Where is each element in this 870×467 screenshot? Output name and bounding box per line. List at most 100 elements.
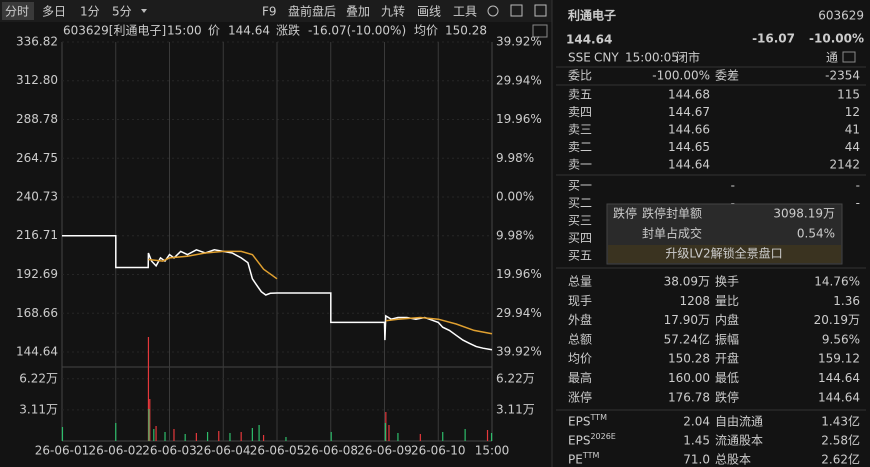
volume-bar xyxy=(397,433,399,441)
y-tick-label: 312.80 xyxy=(16,73,58,87)
popup-tag: 跌停 xyxy=(613,206,637,221)
popup-value: 3098.19万 xyxy=(773,207,835,221)
ask-cell: 44 xyxy=(845,140,860,154)
stat-value: 144.64 xyxy=(818,371,860,385)
stat-label: 最高 xyxy=(568,370,592,385)
header-change: -16.07(-10.00%) xyxy=(308,24,406,38)
y-tick-label: 240.73 xyxy=(16,190,58,204)
stat-label: 换手 xyxy=(715,275,739,289)
stat-value: 1.36 xyxy=(833,294,860,308)
quote-meta: 15:00:05 xyxy=(625,51,679,65)
stat-label: 涨停 xyxy=(568,389,592,404)
x-tick-label: 26-06-02 xyxy=(89,444,143,458)
expand-icon[interactable] xyxy=(534,4,547,17)
volume-bar xyxy=(384,423,386,441)
stock-name: 利通电子 xyxy=(568,8,616,23)
volume-bar xyxy=(240,432,242,441)
stat-value: 9.56% xyxy=(822,332,860,346)
y2-tick-label: 0.00% xyxy=(496,190,534,204)
stat-value: 144.64 xyxy=(818,390,860,404)
volume-bar xyxy=(149,399,151,441)
ask-cell: 144.66 xyxy=(668,123,710,137)
bid-cell: 买三 xyxy=(568,214,592,228)
upgrade-band[interactable] xyxy=(608,245,841,263)
tool-button[interactable]: 工具 xyxy=(453,5,477,19)
volume-tick-label-right: 3.11万 xyxy=(496,402,535,416)
stat-label: 开盘 xyxy=(715,351,739,366)
y2-tick-label: 39.92% xyxy=(496,345,542,359)
close-icon[interactable] xyxy=(510,4,523,17)
volume-bar xyxy=(195,433,197,441)
ask-cell: 卖四 xyxy=(568,105,592,119)
x-tick-label: 26-06-03 xyxy=(142,444,196,458)
tool-button[interactable]: 画线 xyxy=(417,5,441,19)
volume-bar xyxy=(206,432,209,441)
grid-icon[interactable] xyxy=(842,51,856,63)
tool-button[interactable]: F9 xyxy=(262,5,277,19)
x-tick-label: 26-06-10 xyxy=(411,444,465,458)
tool-button[interactable]: 盘前盘后 xyxy=(288,4,336,19)
tool-button[interactable]: 叠加 xyxy=(346,5,370,19)
order-summary: -100.00% xyxy=(652,69,710,83)
volume-bar xyxy=(155,426,157,441)
volume-bar xyxy=(229,433,231,441)
bid-cell: 买四 xyxy=(568,231,592,245)
volume-bar xyxy=(464,429,466,441)
stock-code: 603629 xyxy=(818,9,864,23)
fund-label-sup: TTM xyxy=(589,413,607,422)
last-price: 144.64 xyxy=(566,33,612,47)
y-tick-label: 216.71 xyxy=(16,228,58,242)
ask-cell: 卖五 xyxy=(568,88,592,102)
header-price: 144.64 xyxy=(228,24,270,38)
volume-bar xyxy=(115,423,117,441)
y2-tick-label: 19.96% xyxy=(496,267,542,281)
order-summary: -2354 xyxy=(825,69,860,83)
stat-value: 159.12 xyxy=(818,352,860,366)
ask-cell: 12 xyxy=(845,105,860,119)
header-avg: 150.28 xyxy=(445,24,487,38)
tab[interactable]: 5分 xyxy=(112,5,132,19)
fund-label: 自由流通 xyxy=(715,415,763,429)
quote-meta: SSE xyxy=(568,51,591,65)
volume-bar xyxy=(148,409,150,441)
header-code: 603629[利通电子] xyxy=(63,24,166,38)
stat-label: 最低 xyxy=(715,371,739,385)
fund-value: 1.43亿 xyxy=(821,414,860,429)
fund-value: 71.0 xyxy=(683,453,710,467)
volume-bar xyxy=(442,432,444,441)
tab[interactable]: 多日 xyxy=(42,5,66,19)
volume-bar xyxy=(258,425,260,441)
ask-cell: 卖一 xyxy=(568,158,592,172)
fund-label: 流通股本 xyxy=(715,434,763,448)
quote-meta: 闭市 xyxy=(676,50,700,65)
tab[interactable]: 分时 xyxy=(5,5,29,19)
volume-bar xyxy=(147,337,150,441)
stat-value: 1208 xyxy=(679,294,710,308)
tab-dropdown[interactable] xyxy=(141,9,147,13)
popup-upgrade[interactable]: 升级LV2解锁全景盘口 xyxy=(665,246,782,261)
volume-bar xyxy=(251,428,253,441)
ask-cell: 卖二 xyxy=(568,140,592,154)
tab[interactable]: 1分 xyxy=(80,5,100,19)
fund-label: 总股本 xyxy=(715,453,751,467)
x-tick-label: 26-06-01 xyxy=(35,444,89,458)
volume-bar xyxy=(218,431,220,441)
volume-bar xyxy=(153,429,155,441)
settings-icon[interactable] xyxy=(487,5,499,17)
stat-value: 160.00 xyxy=(668,371,710,385)
tool-button[interactable]: 九转 xyxy=(381,4,405,19)
fund-label-sup: 2026E xyxy=(590,432,615,441)
toolbar-bg xyxy=(0,0,552,22)
bid-cell: - xyxy=(731,196,735,210)
volume-bar xyxy=(173,429,175,441)
y-tick-label: 288.78 xyxy=(16,112,58,126)
volume-bar xyxy=(486,430,489,441)
volume-tick-label: 6.22万 xyxy=(19,371,58,385)
wp-badge xyxy=(532,24,548,38)
order-summary: 委比 xyxy=(568,69,592,83)
header-avg-label: 均价 xyxy=(414,24,438,38)
ask-cell: 144.65 xyxy=(668,140,710,154)
ask-cell: 144.67 xyxy=(668,105,710,119)
stat-value: 38.09万 xyxy=(664,275,710,289)
